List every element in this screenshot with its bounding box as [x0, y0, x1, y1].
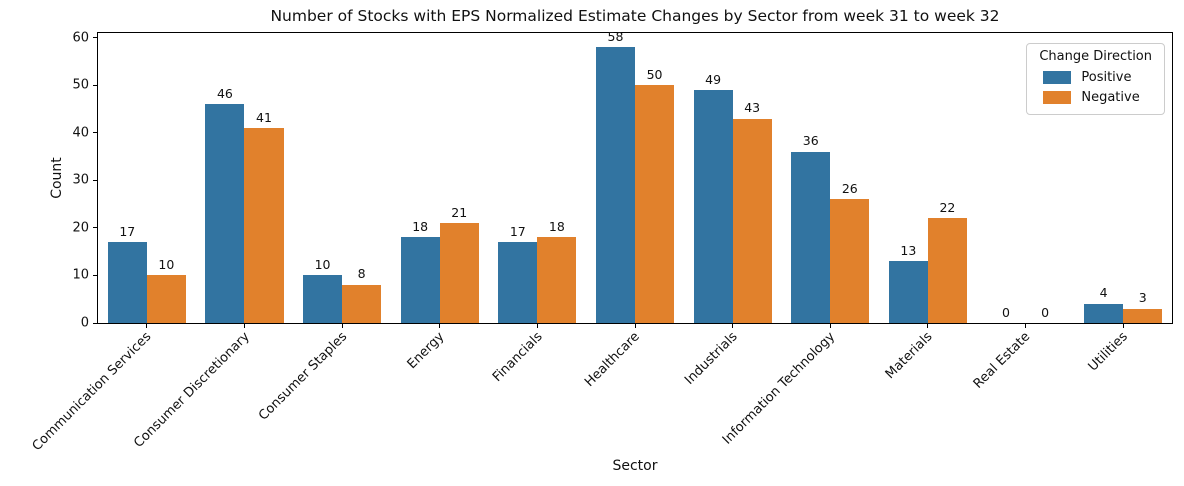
y-tick-mark [93, 274, 98, 276]
bar-value-label: 0 [1041, 304, 1050, 320]
x-tick-mark [243, 323, 245, 328]
bar-value-label: 36 [802, 133, 819, 149]
bar-value-label: 43 [744, 100, 761, 116]
negative-bar [830, 199, 870, 323]
x-tick-mark [927, 323, 929, 328]
legend-items: Positive Negative [1039, 67, 1152, 107]
bar-value-label: 3 [1138, 290, 1147, 306]
y-tick-label: 30 [72, 172, 89, 188]
x-tick-mark [634, 323, 636, 328]
bar-value-label: 18 [412, 218, 429, 234]
x-tick-mark [536, 323, 538, 328]
y-axis-label: Count [49, 157, 65, 199]
negative-bar [244, 128, 284, 323]
x-tick-label: Real Estate [971, 329, 1034, 392]
legend-label: Negative [1081, 89, 1140, 105]
bar-value-label: 0 [1002, 304, 1010, 320]
negative-bar [439, 223, 479, 323]
x-tick-label: Financials [489, 329, 546, 385]
x-tick-mark [1122, 323, 1124, 328]
positive-bar [107, 242, 147, 323]
legend-label: Positive [1081, 69, 1132, 85]
positive-bar [693, 90, 733, 323]
y-tick-label: 40 [72, 125, 89, 141]
x-tick-label: Healthcare [582, 329, 643, 391]
bar-value-label: 4 [1099, 285, 1108, 301]
positive-bar [400, 237, 440, 323]
legend: Change Direction Positive Negative [1026, 43, 1165, 115]
bar-value-label: 58 [607, 28, 624, 44]
bar-value-label: 13 [900, 242, 917, 258]
negative-bar [732, 118, 772, 323]
x-tick-label: Materials [883, 329, 936, 383]
legend-item-negative: Negative [1039, 87, 1152, 107]
y-tick-label: 60 [72, 30, 89, 46]
y-tick-label: 20 [72, 220, 89, 236]
bar-value-label: 50 [646, 66, 663, 82]
bar-value-label: 17 [509, 223, 526, 239]
x-tick-label: Consumer Staples [255, 329, 350, 424]
positive-bar [303, 275, 343, 323]
negative-bar [1123, 308, 1163, 323]
negative-bar [635, 85, 675, 323]
positive-bar [791, 151, 831, 323]
plot-area: Change Direction Positive Negative 0 10 20 3… [30, 28, 1173, 454]
legend-title: Change Direction [1039, 49, 1152, 64]
legend-swatch-positive [1043, 70, 1072, 84]
bar-value-label: 26 [841, 180, 858, 196]
y-tick-mark [93, 37, 98, 39]
legend-item-positive: Positive [1039, 67, 1152, 87]
y-tick-mark [93, 84, 98, 86]
negative-bar [146, 275, 186, 323]
bar-value-label: 49 [705, 71, 722, 87]
x-tick-mark [146, 323, 148, 328]
bar-value-label: 22 [939, 199, 956, 215]
y-tick-mark [93, 227, 98, 229]
x-tick-label: Information Technology [719, 329, 839, 448]
bar-value-label: 21 [451, 204, 468, 220]
y-tick-mark [93, 179, 98, 181]
positive-bar [205, 104, 245, 323]
x-tick-label: Consumer Discretionary [130, 329, 253, 451]
positive-bar [498, 242, 538, 323]
y-tick-label: 0 [80, 315, 89, 331]
x-axis-label: Sector [612, 458, 658, 474]
y-tick-label: 10 [72, 267, 89, 283]
y-tick-mark [93, 322, 98, 324]
negative-bar [927, 218, 967, 323]
bar-value-label: 10 [314, 256, 331, 272]
positive-bar [1084, 303, 1124, 323]
x-tick-mark [732, 323, 734, 328]
y-tick-label: 50 [72, 77, 89, 93]
y-tick-mark [93, 132, 98, 134]
bar-value-label: 41 [256, 109, 272, 125]
x-tick-mark [1025, 323, 1027, 328]
bar-value-label: 18 [548, 218, 565, 234]
bar-value-label: 8 [357, 266, 366, 282]
x-tick-mark [439, 323, 441, 328]
positive-bar [888, 261, 928, 323]
x-tick-label: Industrials [682, 329, 741, 388]
negative-bar [537, 237, 577, 323]
bar-value-label: 10 [158, 256, 175, 272]
bar-value-label: 17 [119, 223, 136, 239]
legend-swatch-negative [1043, 90, 1072, 104]
positive-bar [595, 47, 635, 323]
x-tick-label: Utilities [1085, 329, 1132, 375]
x-tick-mark [829, 323, 831, 328]
bar-value-label: 46 [216, 85, 233, 101]
negative-bar [342, 284, 382, 323]
x-tick-mark [341, 323, 343, 328]
chart-title: Number of Stocks with EPS Normalized Est… [270, 7, 1000, 25]
x-tick-label: Energy [404, 329, 448, 373]
